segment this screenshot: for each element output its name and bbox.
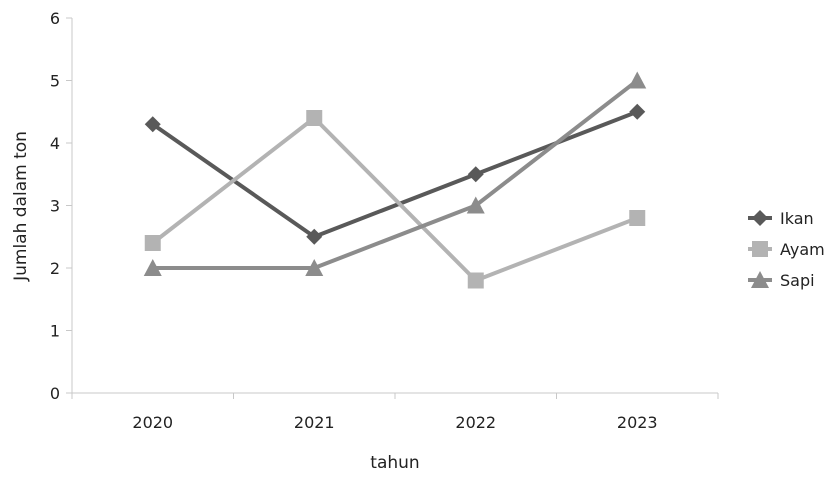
series-line-ayam — [151, 116, 638, 283]
data-point-sapi — [305, 259, 324, 276]
y-tick-label: 5 — [50, 72, 60, 91]
legend-item-ayam: Ayam — [748, 240, 825, 259]
y-tick-label: 4 — [50, 134, 60, 153]
axes-layer: 0 1 2 3 4 5 6 2020 2021 2022 2023 — [50, 9, 719, 432]
data-point-ikan — [467, 166, 484, 183]
data-point-ayam — [629, 210, 646, 226]
y-tick-label: 3 — [50, 197, 60, 216]
x-tick-label: 2022 — [455, 413, 496, 432]
legend: Ikan Ayam Sapi — [748, 209, 825, 290]
x-tick-label: 2020 — [132, 413, 173, 432]
data-point-ayam — [467, 272, 484, 289]
series-line-ikan — [151, 109, 638, 239]
x-tick-label: 2023 — [617, 413, 658, 432]
legend-marker-ikan — [752, 210, 768, 226]
legend-label-ayam: Ayam — [780, 240, 825, 259]
y-tick-label: 1 — [50, 322, 60, 341]
data-point-ayam — [144, 235, 161, 251]
data-point-ayam — [306, 110, 323, 126]
data-point-ikan — [144, 116, 161, 133]
series-line-sapi — [152, 78, 639, 270]
series-sapi — [143, 71, 647, 276]
legend-item-sapi: Sapi — [748, 271, 815, 290]
legend-item-ikan: Ikan — [748, 209, 814, 228]
legend-marker-ayam — [752, 241, 768, 257]
legend-label-ikan: Ikan — [780, 209, 814, 228]
legend-label-sapi: Sapi — [780, 271, 815, 290]
series-ikan — [144, 103, 646, 245]
data-point-ikan — [306, 228, 323, 245]
y-tick-label: 2 — [50, 259, 60, 278]
data-point-sapi — [466, 196, 485, 214]
series-ayam — [144, 110, 646, 289]
legend-marker-sapi — [751, 271, 769, 288]
series-layer — [143, 71, 647, 289]
data-point-sapi — [143, 259, 162, 276]
data-point-sapi — [628, 71, 647, 89]
y-tick-label: 0 — [50, 384, 60, 403]
y-axis-title: Jumlah dalam ton — [11, 131, 31, 282]
x-tick-label: 2021 — [294, 413, 335, 432]
data-point-ikan — [629, 103, 646, 120]
x-axis-title: tahun — [370, 453, 419, 473]
y-tick-label: 6 — [50, 9, 60, 28]
